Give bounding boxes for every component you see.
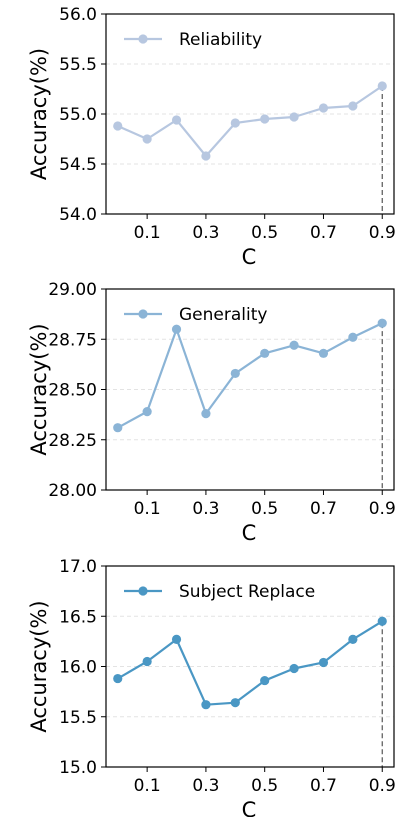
y-tick-label: 15.0 [59, 758, 97, 778]
y-axis-label: Accuracy(%) [27, 600, 51, 732]
x-axis-label: C [242, 245, 257, 269]
data-point [171, 115, 182, 125]
data-point [348, 101, 358, 111]
data-point [348, 332, 358, 342]
y-tick-label: 54.5 [59, 155, 97, 175]
legend-label: Subject Replace [179, 582, 315, 602]
x-axis-label: C [242, 798, 257, 817]
data-point [348, 634, 358, 644]
data-point [289, 340, 299, 350]
y-tick-label: 55.5 [59, 55, 97, 75]
y-tick-label: 28.75 [48, 330, 97, 350]
y-axis-label: Accuracy(%) [27, 323, 51, 455]
x-axis-label: C [242, 521, 257, 545]
series-line [117, 85, 383, 158]
y-tick-label: 15.5 [59, 708, 97, 728]
y-tick-label: 55.0 [59, 105, 97, 125]
series-line [117, 322, 383, 429]
legend: Generality [124, 305, 267, 325]
y-tick-label: 56.0 [59, 5, 97, 25]
data-point [142, 407, 152, 417]
data-point [230, 698, 240, 708]
data-point [113, 673, 123, 684]
data-point [142, 656, 152, 667]
y-tick-label: 28.00 [48, 481, 97, 501]
legend: Reliability [124, 30, 262, 50]
y-tick-label: 16.0 [59, 658, 97, 678]
x-tick-label: 0.3 [192, 499, 219, 519]
x-tick-label: 0.1 [134, 223, 161, 243]
series-line [117, 620, 383, 706]
data-point [230, 118, 240, 128]
data-point [260, 114, 270, 124]
legend-label: Reliability [179, 30, 262, 50]
y-tick-label: 28.25 [48, 431, 97, 451]
x-tick-label: 0.9 [369, 223, 396, 243]
x-tick-label: 0.3 [192, 776, 219, 796]
legend-label: Generality [179, 305, 267, 325]
data-point [113, 423, 123, 433]
data-point [201, 409, 211, 419]
x-tick-label: 0.7 [310, 776, 337, 796]
x-tick-label: 0.1 [134, 499, 161, 519]
y-tick-label: 16.5 [59, 607, 97, 627]
legend-marker [138, 586, 148, 596]
data-point [289, 663, 299, 674]
legend-marker [138, 309, 148, 319]
data-point [377, 616, 387, 626]
data-point [318, 348, 329, 358]
data-point [171, 634, 182, 644]
data-point [171, 324, 182, 334]
data-point [377, 318, 387, 328]
chart-panel-1: 28.00 28.25 28.50 28.75 29.00 0.1 0.3 0.5 0.7 0.9… [27, 280, 396, 545]
x-tick-label: 0.7 [310, 223, 337, 243]
data-point [318, 657, 329, 668]
y-tick-label: 54.0 [59, 205, 97, 225]
data-point [260, 675, 270, 686]
chart-panel-2: 15.0 15.5 16.0 16.5 17.0 0.1 0.3 0.5 0.7 0.9 C Accu… [27, 557, 396, 817]
x-tick-label: 0.3 [192, 223, 219, 243]
x-tick-label: 0.1 [134, 776, 161, 796]
data-point [201, 700, 211, 710]
x-tick-label: 0.5 [251, 223, 278, 243]
y-axis-label: Accuracy(%) [27, 48, 51, 180]
data-point [318, 103, 329, 113]
y-tick-label: 29.00 [48, 280, 97, 300]
data-point [201, 151, 211, 161]
data-point [113, 121, 123, 131]
data-point [230, 368, 240, 379]
data-point [289, 112, 299, 122]
x-tick-label: 0.9 [369, 499, 396, 519]
data-point [260, 348, 270, 358]
legend: Subject Replace [124, 582, 315, 602]
x-tick-label: 0.9 [369, 776, 396, 796]
y-tick-label: 28.50 [48, 381, 97, 401]
x-tick-label: 0.5 [251, 776, 278, 796]
chart-panel-0: 54.0 54.5 55.0 55.5 56.0 0.1 0.3 0.5 0.7 0.9 C Accu… [27, 5, 396, 269]
y-tick-label: 17.0 [59, 557, 97, 577]
x-tick-label: 0.5 [251, 499, 278, 519]
legend-marker [138, 34, 148, 44]
data-point [377, 81, 387, 91]
data-point [142, 134, 152, 144]
x-tick-label: 0.7 [310, 499, 337, 519]
